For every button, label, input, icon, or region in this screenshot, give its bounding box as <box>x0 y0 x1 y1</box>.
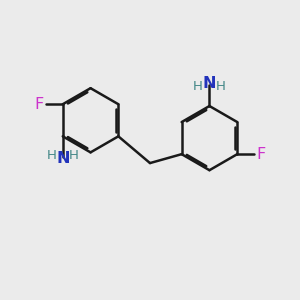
Text: H: H <box>46 149 56 162</box>
Text: F: F <box>256 147 266 162</box>
Text: H: H <box>193 80 203 93</box>
Text: H: H <box>69 149 79 162</box>
Text: N: N <box>56 151 70 166</box>
Text: F: F <box>34 97 44 112</box>
Text: N: N <box>203 76 216 91</box>
Text: H: H <box>216 80 226 93</box>
